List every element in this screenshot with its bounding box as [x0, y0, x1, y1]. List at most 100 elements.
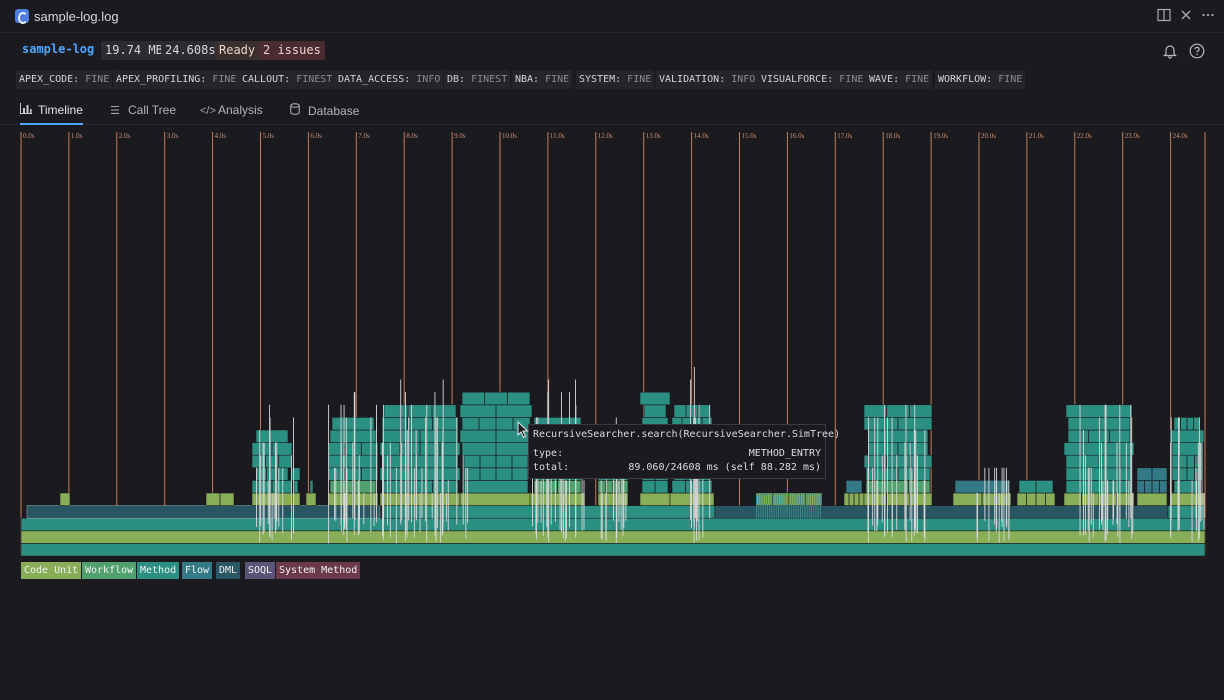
tiny-event-mark[interactable]	[395, 467, 397, 544]
tiny-event-mark[interactable]	[1131, 417, 1133, 539]
tiny-event-mark[interactable]	[1092, 493, 1094, 538]
tiny-event-mark[interactable]	[917, 455, 918, 534]
tiny-event-mark[interactable]	[1001, 493, 1003, 522]
tiny-event-mark[interactable]	[405, 392, 406, 535]
tiny-event-mark[interactable]	[871, 467, 873, 526]
tiny-event-mark[interactable]	[867, 467, 869, 533]
method-bar[interactable]	[461, 391, 531, 406]
method-bar[interactable]	[669, 492, 715, 506]
tiny-event-mark[interactable]	[363, 493, 365, 525]
tiny-event-mark[interactable]	[275, 493, 277, 530]
tiny-event-mark[interactable]	[1083, 430, 1084, 536]
tiny-event-mark[interactable]	[345, 417, 347, 530]
tiny-event-mark[interactable]	[620, 430, 622, 531]
method-bar[interactable]	[331, 417, 375, 431]
tiny-event-mark[interactable]	[344, 493, 346, 529]
method-bar[interactable]	[251, 454, 293, 469]
tiny-event-mark[interactable]	[909, 442, 911, 521]
tiny-event-mark[interactable]	[884, 404, 886, 538]
tiny-event-mark[interactable]	[416, 455, 417, 521]
method-bar[interactable]	[1169, 429, 1205, 443]
tiny-event-mark[interactable]	[693, 480, 695, 543]
method-bar[interactable]	[329, 429, 377, 443]
tiny-event-mark[interactable]	[262, 442, 264, 535]
tiny-event-mark[interactable]	[923, 480, 925, 538]
tiny-event-mark[interactable]	[467, 467, 469, 523]
tiny-event-mark[interactable]	[615, 417, 617, 543]
dml-event-mark[interactable]	[793, 493, 795, 519]
timeline-chart[interactable]: 0.0s 1.0s 2.0s 3.0s 4.0s 5.0s 6.0s 7.0s 8.0s 9.0s…	[20, 128, 1206, 558]
dml-event-mark[interactable]	[795, 493, 797, 519]
tiny-event-mark[interactable]	[421, 467, 423, 519]
legend-workflow[interactable]: Workflow	[82, 562, 137, 579]
tiny-event-mark[interactable]	[984, 467, 986, 521]
dml-event-mark[interactable]	[778, 493, 779, 519]
tiny-event-mark[interactable]	[1199, 442, 1201, 522]
tiny-event-mark[interactable]	[562, 455, 564, 532]
tiny-event-mark[interactable]	[462, 455, 464, 525]
method-bar[interactable]	[1065, 404, 1133, 418]
tiny-event-mark[interactable]	[1201, 442, 1203, 521]
tiny-event-mark[interactable]	[1079, 404, 1081, 536]
tiny-event-mark[interactable]	[1006, 480, 1008, 528]
tiny-event-mark[interactable]	[387, 455, 388, 526]
tab-timeline[interactable]: Timeline	[20, 103, 83, 125]
tiny-event-mark[interactable]	[447, 480, 449, 531]
tiny-event-mark[interactable]	[383, 493, 384, 524]
bell-icon[interactable]	[1162, 43, 1178, 59]
tiny-event-mark[interactable]	[915, 493, 916, 531]
tiny-event-mark[interactable]	[911, 467, 913, 542]
dml-event-mark[interactable]	[786, 493, 788, 519]
tiny-event-mark[interactable]	[406, 430, 408, 538]
tiny-event-mark[interactable]	[535, 480, 537, 535]
tiny-event-mark[interactable]	[924, 430, 926, 542]
tiny-event-mark[interactable]	[1128, 480, 1130, 528]
legend-soql[interactable]: SOQL	[245, 562, 276, 579]
tiny-event-mark[interactable]	[426, 404, 428, 543]
tiny-event-mark[interactable]	[335, 467, 337, 522]
tiny-event-mark[interactable]	[896, 455, 898, 531]
tiny-event-mark[interactable]	[546, 442, 548, 527]
method-bar[interactable]	[671, 480, 713, 494]
tiny-event-mark[interactable]	[1197, 442, 1199, 542]
dml-event-mark[interactable]	[760, 493, 762, 519]
legend-flow[interactable]: Flow	[182, 562, 213, 579]
help-icon[interactable]	[1189, 43, 1205, 59]
tiny-event-mark[interactable]	[881, 455, 883, 523]
tiny-event-mark[interactable]	[697, 455, 699, 522]
tiny-event-mark[interactable]	[540, 480, 542, 523]
tiny-event-mark[interactable]	[328, 404, 330, 544]
dml-event-mark[interactable]	[817, 493, 819, 519]
tiny-event-mark[interactable]	[691, 480, 692, 529]
tiny-event-mark[interactable]	[1178, 417, 1180, 531]
tiny-event-mark[interactable]	[353, 392, 355, 536]
tiny-event-mark[interactable]	[1203, 493, 1205, 530]
dml-event-mark[interactable]	[756, 493, 757, 519]
tiny-event-mark[interactable]	[256, 467, 257, 527]
tiny-event-mark[interactable]	[1112, 480, 1114, 525]
tiny-event-mark[interactable]	[401, 442, 403, 521]
dml-event-mark[interactable]	[800, 493, 801, 519]
method-bar[interactable]	[1171, 442, 1203, 456]
dml-event-mark[interactable]	[780, 493, 782, 519]
dml-event-mark[interactable]	[804, 493, 806, 519]
tiny-event-mark[interactable]	[259, 430, 261, 543]
tiny-event-mark[interactable]	[376, 404, 377, 523]
tiny-event-mark[interactable]	[891, 417, 893, 538]
dml-event-mark[interactable]	[808, 493, 810, 519]
method-bar[interactable]	[59, 492, 71, 506]
tiny-event-mark[interactable]	[465, 467, 467, 539]
tiny-event-mark[interactable]	[334, 467, 336, 520]
tiny-event-mark[interactable]	[1132, 493, 1134, 535]
tiny-event-mark[interactable]	[1130, 404, 1132, 519]
method-bar[interactable]	[639, 492, 671, 506]
tiny-event-mark[interactable]	[263, 442, 265, 533]
method-bar[interactable]	[379, 467, 461, 481]
tiny-event-mark[interactable]	[1003, 467, 1005, 542]
tiny-event-mark[interactable]	[976, 493, 978, 538]
tiny-event-mark[interactable]	[271, 493, 273, 541]
tiny-event-mark[interactable]	[532, 455, 533, 527]
tiny-event-mark[interactable]	[352, 442, 354, 519]
tiny-event-mark[interactable]	[550, 467, 552, 525]
tiny-event-mark[interactable]	[382, 404, 384, 541]
